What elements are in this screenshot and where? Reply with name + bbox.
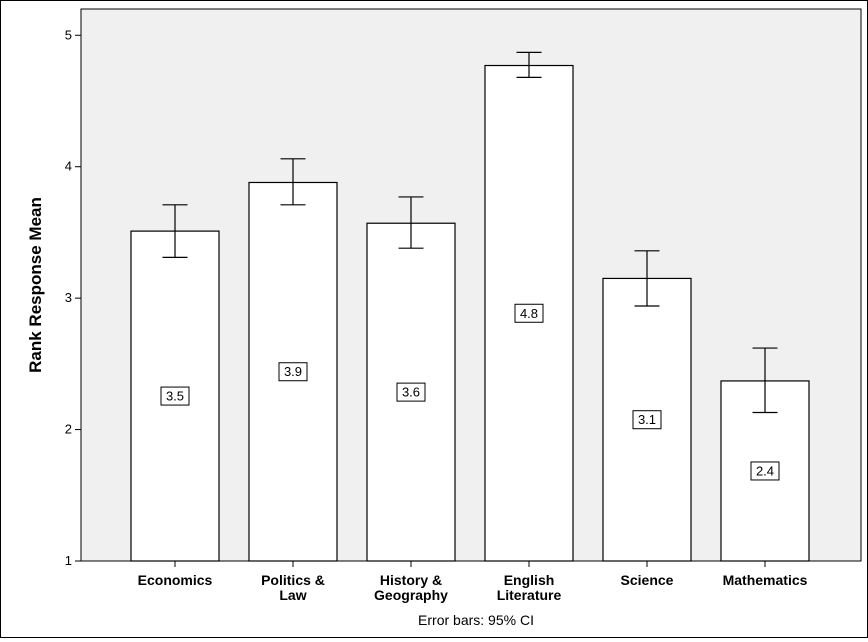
y-axis: 1 2 3 4 5	[65, 27, 81, 568]
data-label: 3.6	[402, 385, 420, 400]
x-tick-label: Science	[621, 572, 674, 588]
data-label: 3.1	[638, 412, 656, 427]
data-label: 4.8	[520, 306, 538, 321]
error-bars-note: Error bars: 95% CI	[418, 612, 534, 628]
data-label-box	[514, 303, 544, 323]
data-label-box	[278, 362, 308, 382]
y-tick-label: 2	[65, 422, 72, 437]
bars: 3.5 3.9 3.6 4.8 3.1 2.4	[130, 51, 810, 562]
x-tick-label: Economics	[138, 572, 213, 588]
data-label: 3.9	[284, 364, 302, 379]
y-tick-label: 4	[65, 159, 72, 174]
y-tick-label: 1	[65, 553, 72, 568]
data-label-box	[396, 382, 426, 402]
data-label-box	[160, 386, 190, 406]
y-axis-label: Rank Response Mean	[26, 197, 45, 373]
x-tick-label: Literature	[497, 587, 562, 603]
y-tick-label: 5	[65, 27, 72, 42]
x-tick-label: English	[504, 572, 555, 588]
data-label-box	[632, 410, 662, 430]
x-axis: Economics Politics &Law History &Geography…	[138, 561, 808, 603]
x-tick-label: Geography	[374, 587, 448, 603]
y-tick-label: 3	[65, 290, 72, 305]
x-tick-label: History &	[380, 572, 442, 588]
data-label-box	[750, 461, 780, 481]
x-tick-label: Politics &	[261, 572, 325, 588]
x-tick-label: Mathematics	[723, 572, 808, 588]
data-label: 3.5	[166, 389, 184, 404]
data-label: 2.4	[756, 463, 774, 478]
x-tick-label: Law	[279, 587, 306, 603]
